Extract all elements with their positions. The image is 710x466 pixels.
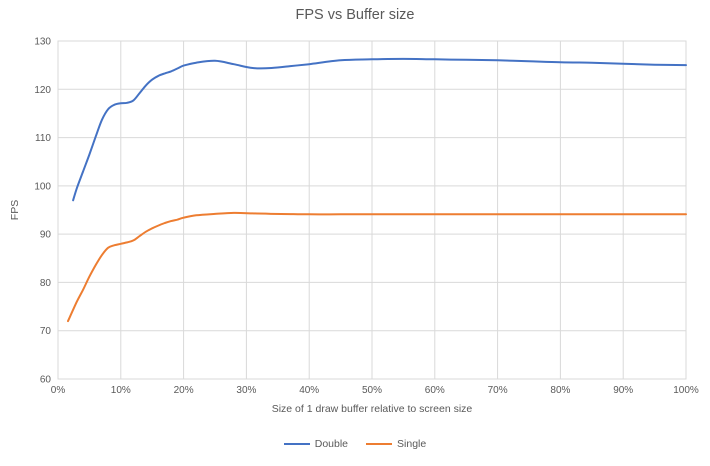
x-tick-label: 30% — [236, 385, 256, 396]
legend-swatch-single — [366, 442, 393, 446]
legend-item-double: Double — [283, 438, 349, 450]
y-tick-label: 120 — [34, 85, 51, 96]
y-tick-label: 130 — [34, 37, 51, 48]
series-line-double — [72, 57, 687, 202]
legend-label-single: Single — [397, 438, 427, 450]
x-tick-label: 20% — [174, 385, 194, 396]
y-axis-title: FPS — [9, 199, 21, 221]
x-tick-label: 90% — [613, 385, 633, 396]
legend-item-single: Single — [366, 438, 426, 450]
y-tick-label: 100 — [34, 181, 51, 192]
y-tick-label: 70 — [40, 326, 52, 337]
chart-title: FPS vs Buffer size — [295, 7, 415, 23]
x-tick-label: 50% — [362, 385, 382, 396]
series-line-single — [67, 211, 687, 323]
y-tick-label: 90 — [40, 230, 52, 241]
x-tick-label: 70% — [488, 385, 508, 396]
y-tick-label: 80 — [40, 278, 52, 289]
x-tick-label: 40% — [299, 385, 319, 396]
x-tick-label: 10% — [111, 385, 131, 396]
legend-label-double: Double — [314, 438, 349, 450]
x-tick-label: 60% — [425, 385, 445, 396]
y-tick-label: 60 — [40, 375, 52, 386]
x-tick-label: 0% — [51, 385, 66, 396]
x-tick-label: 100% — [673, 385, 699, 396]
y-tick-label: 110 — [35, 133, 51, 144]
x-axis-title: Size of 1 draw buffer relative to screen… — [271, 403, 473, 415]
x-tick-label: 80% — [550, 385, 570, 396]
plot-border — [57, 40, 687, 380]
legend-swatch-double — [283, 442, 310, 446]
legend: Double Single — [0, 438, 710, 450]
